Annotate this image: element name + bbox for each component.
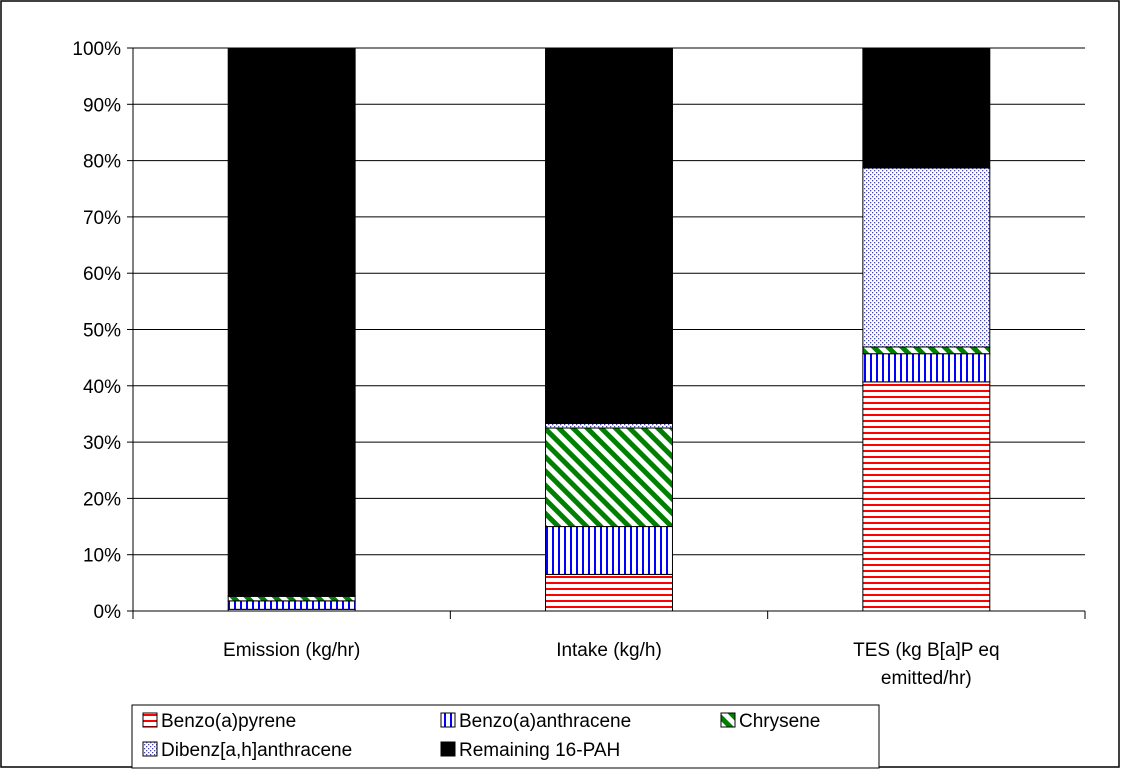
legend-swatch	[440, 712, 456, 728]
x-tick-label: Intake (kg/h)	[556, 640, 662, 661]
y-tick-label: 100%	[72, 39, 121, 60]
bars	[227, 47, 991, 612]
bar-segment	[545, 573, 673, 612]
legend: Benzo(a)pyrene Benzo(a)anthracene Chrysene…	[131, 704, 880, 769]
bar-segment	[862, 47, 991, 169]
bar-segment	[227, 600, 356, 610]
legend-label: Chrysene	[739, 711, 820, 732]
legend-label: Remaining 16-PAH	[459, 740, 620, 761]
bar-segment	[545, 423, 673, 429]
y-tick-label: 40%	[83, 377, 121, 398]
y-tick-label: 60%	[83, 264, 121, 285]
legend-swatch	[142, 741, 158, 757]
bar-segment	[862, 381, 991, 612]
legend-label: Dibenz[a,h]anthracene	[161, 740, 352, 761]
legend-swatch	[142, 712, 158, 728]
legend-swatch	[440, 741, 456, 757]
y-tick-label: 70%	[83, 208, 121, 229]
y-tick-label: 0%	[94, 602, 122, 623]
bar-segment	[227, 595, 356, 602]
bar-segment	[862, 346, 991, 355]
bar-segment	[862, 167, 991, 348]
y-tick-label: 10%	[83, 546, 121, 567]
x-tick-label: TES (kg B[a]P eq	[853, 640, 999, 661]
category-labels: Emission (kg/hr) Intake (kg/h) TES (kg B[a…	[223, 640, 1000, 689]
bar-segment	[545, 427, 673, 528]
bar-segment	[545, 47, 673, 425]
legend-box	[131, 704, 880, 769]
x-tick-label: emitted/hr)	[881, 668, 972, 689]
legend-label: Benzo(a)pyrene	[161, 711, 296, 732]
bar-segment	[862, 353, 991, 383]
bar-segment	[227, 47, 356, 597]
legend-label: Benzo(a)anthracene	[459, 711, 631, 732]
y-tick-label: 50%	[83, 321, 121, 342]
y-tick-label: 80%	[83, 152, 121, 173]
legend-swatch	[720, 712, 736, 728]
y-tick-label: 90%	[83, 95, 121, 116]
y-tick-label: 30%	[83, 433, 121, 454]
x-tick-label: Emission (kg/hr)	[223, 640, 360, 661]
bar-segment	[545, 526, 673, 575]
y-tick-label: 20%	[83, 489, 121, 510]
